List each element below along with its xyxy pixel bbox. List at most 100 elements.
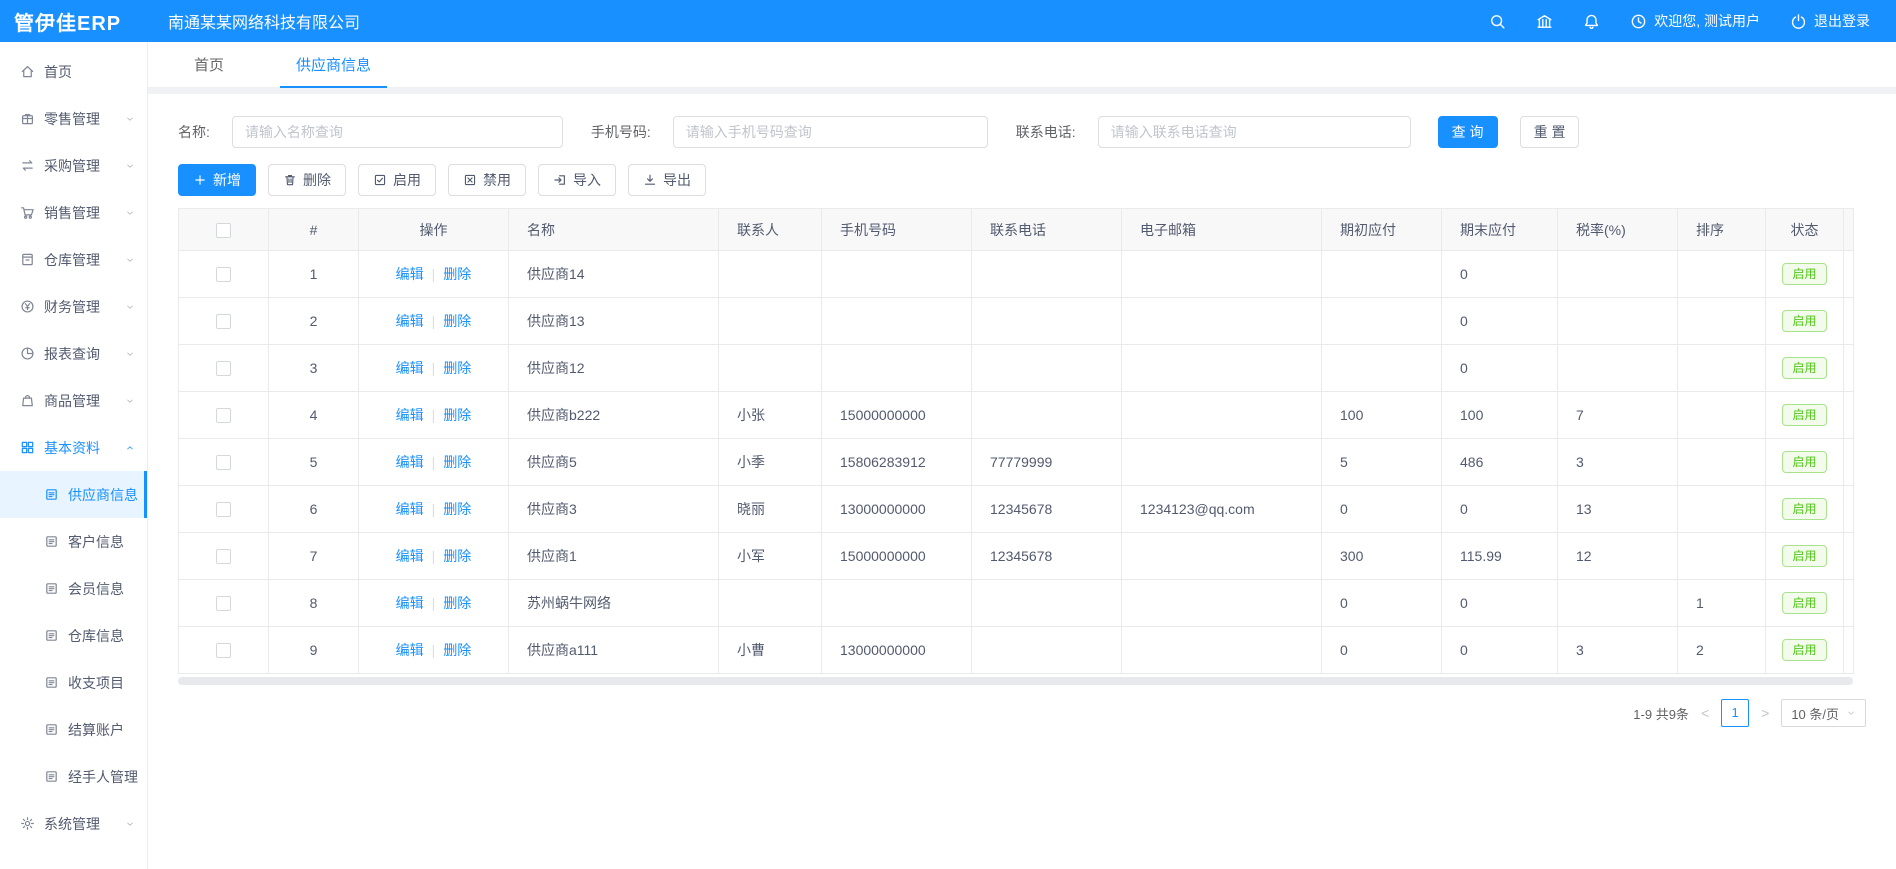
edit-link[interactable]: 编辑 xyxy=(395,266,424,282)
sidebar-item-purchase[interactable]: 采购管理 xyxy=(0,142,147,189)
tab-label: 供应商信息 xyxy=(296,57,372,74)
sidebar-item-basic[interactable]: 基本资料 xyxy=(0,424,147,471)
delete-link[interactable]: 删除 xyxy=(443,313,472,329)
delete-link[interactable]: 删除 xyxy=(443,266,472,282)
sidebar-item-goods[interactable]: 商品管理 xyxy=(0,377,147,424)
tel-input[interactable] xyxy=(1097,116,1411,148)
edit-link[interactable]: 编辑 xyxy=(395,360,424,376)
sidebar-item-system[interactable]: 系统管理 xyxy=(0,800,147,847)
sidebar-item-member[interactable]: 会员信息 xyxy=(0,565,147,612)
delete-link[interactable]: 删除 xyxy=(443,642,472,658)
sidebar-item-customer[interactable]: 客户信息 xyxy=(0,518,147,565)
page-size-select[interactable]: 10 条/页 xyxy=(1781,699,1866,727)
cell-mobile xyxy=(821,579,972,627)
delete-link[interactable]: 删除 xyxy=(443,407,472,423)
edit-link[interactable]: 编辑 xyxy=(395,548,424,564)
logout-button[interactable]: 退出登录 xyxy=(1790,11,1870,31)
tab-home[interactable]: 首页 xyxy=(178,42,240,87)
cell-status: 启用 xyxy=(1765,579,1844,627)
chevron-up-icon xyxy=(125,443,135,453)
sidebar-item-home[interactable]: 首页 xyxy=(0,48,147,95)
row-checkbox[interactable] xyxy=(216,502,231,518)
cell-name: 苏州蜗牛网络 xyxy=(508,579,719,627)
edit-link[interactable]: 编辑 xyxy=(395,407,424,423)
column-header-tel: 联系电话 xyxy=(971,208,1122,251)
page-number-button[interactable]: 1 xyxy=(1721,699,1750,727)
table-row: 8 编辑 | 删除 苏州蜗牛网络 0 0 1 启用 xyxy=(178,579,1854,627)
cell-email xyxy=(1121,391,1322,439)
mobile-input[interactable] xyxy=(672,116,988,148)
reset-button[interactable]: 重 置 xyxy=(1519,116,1580,148)
cell-end_payable: 0 xyxy=(1441,626,1558,674)
bell-icon[interactable] xyxy=(1583,13,1600,30)
edit-link[interactable]: 编辑 xyxy=(395,642,424,658)
row-checkbox[interactable] xyxy=(216,549,231,565)
sidebar-item-handler[interactable]: 经手人管理 xyxy=(0,753,147,800)
row-checkbox[interactable] xyxy=(216,455,231,471)
action-divider: | xyxy=(431,360,436,376)
disable-button[interactable]: 禁用 xyxy=(448,164,526,196)
sidebar-item-warehouse[interactable]: 仓库管理 xyxy=(0,236,147,283)
column-header-email: 电子邮箱 xyxy=(1121,208,1322,251)
sales-icon xyxy=(20,205,35,220)
doc-icon xyxy=(44,769,59,784)
enable-button[interactable]: 启用 xyxy=(358,164,436,196)
search-icon[interactable] xyxy=(1489,13,1506,30)
row-select-cell xyxy=(178,297,269,345)
row-checkbox[interactable] xyxy=(216,643,231,659)
edit-link[interactable]: 编辑 xyxy=(395,501,424,517)
cell-end_payable: 0 xyxy=(1441,485,1558,533)
name-input[interactable] xyxy=(231,116,563,148)
table-header-row: # 操作 名称 联系人 手机号码 联系电话 电子邮箱 期初应付 期末应付 税率(%) 排序 状态 xyxy=(178,208,1854,251)
horizontal-scrollbar[interactable] xyxy=(178,677,1853,685)
row-checkbox[interactable] xyxy=(216,408,231,424)
sidebar-item-label: 采购管理 xyxy=(44,157,100,174)
row-checkbox[interactable] xyxy=(216,361,231,377)
export-button[interactable]: 导出 xyxy=(628,164,706,196)
action-divider: | xyxy=(431,407,436,423)
sidebar-item-finance[interactable]: 财务管理 xyxy=(0,283,147,330)
delete-link[interactable]: 删除 xyxy=(443,454,472,470)
delete-link[interactable]: 删除 xyxy=(443,548,472,564)
row-actions: 编辑 | 删除 xyxy=(358,579,509,627)
sidebar-item-sales[interactable]: 销售管理 xyxy=(0,189,147,236)
sidebar-item-report[interactable]: 报表查询 xyxy=(0,330,147,377)
row-checkbox[interactable] xyxy=(216,314,231,330)
row-index: 7 xyxy=(268,532,359,580)
sidebar-item-settlement-account[interactable]: 结算账户 xyxy=(0,706,147,753)
sidebar-item-retail[interactable]: 零售管理 xyxy=(0,95,147,142)
edit-link[interactable]: 编辑 xyxy=(395,595,424,611)
delete-button[interactable]: 删除 xyxy=(268,164,346,196)
bank-icon[interactable] xyxy=(1536,13,1553,30)
cell-tel xyxy=(971,344,1122,392)
edit-link[interactable]: 编辑 xyxy=(395,454,424,470)
cell-begin_payable: 0 xyxy=(1321,626,1442,674)
cell-begin_payable: 0 xyxy=(1321,485,1442,533)
chevron-down-icon xyxy=(125,161,135,171)
sidebar-item-supplier[interactable]: 供应商信息 xyxy=(0,471,147,518)
row-checkbox[interactable] xyxy=(216,267,231,283)
next-page-button[interactable]: > xyxy=(1761,705,1770,721)
prev-page-button[interactable]: < xyxy=(1700,705,1710,721)
sidebar-item-warehouse-info[interactable]: 仓库信息 xyxy=(0,612,147,659)
query-button[interactable]: 查 询 xyxy=(1437,116,1498,148)
add-button[interactable]: 新增 xyxy=(178,164,256,196)
cell-tax_rate xyxy=(1557,579,1678,627)
delete-link[interactable]: 删除 xyxy=(443,595,472,611)
sidebar-item-label: 收支项目 xyxy=(68,674,124,691)
cell-sort: 2 xyxy=(1677,626,1766,674)
select-all-checkbox[interactable] xyxy=(216,222,231,238)
row-select-cell xyxy=(178,532,269,580)
status-badge: 启用 xyxy=(1782,404,1827,426)
import-button[interactable]: 导入 xyxy=(538,164,616,196)
edit-link[interactable]: 编辑 xyxy=(395,313,424,329)
sidebar-item-label: 基本资料 xyxy=(44,439,100,456)
row-checkbox[interactable] xyxy=(216,596,231,612)
sidebar-item-income-expense[interactable]: 收支项目 xyxy=(0,659,147,706)
delete-link[interactable]: 删除 xyxy=(443,360,472,376)
sidebar-item-label: 首页 xyxy=(44,63,72,80)
goods-icon xyxy=(20,393,35,408)
tab-supplier-info[interactable]: 供应商信息 xyxy=(280,42,388,88)
welcome-user[interactable]: 欢迎您, 测试用户 xyxy=(1630,11,1760,31)
delete-link[interactable]: 删除 xyxy=(443,501,472,517)
